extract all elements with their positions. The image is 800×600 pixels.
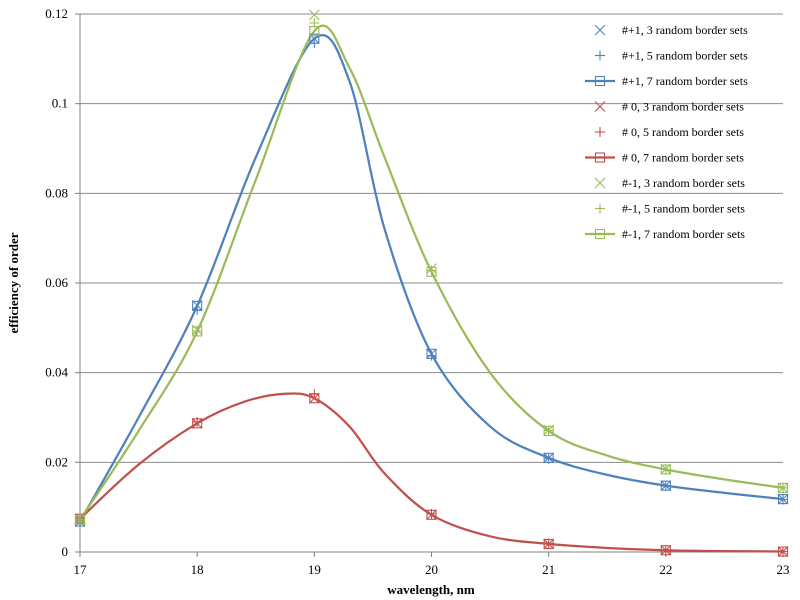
legend-marker (595, 50, 605, 61)
y-tick-label: 0.08 (45, 185, 68, 200)
data-point (192, 325, 203, 336)
data-point (778, 546, 788, 557)
data-point (192, 300, 203, 311)
tick-labels: 0 0.02 0.04 0.06 0.08 0.1 0.12 17 18 19 20 21 22 23 (45, 6, 789, 577)
data-point (543, 425, 554, 436)
axes (75, 13, 784, 557)
x-tick-label: 20 (425, 562, 438, 577)
legend: #+1, 3 random border sets #+1, 5 random b… (585, 23, 748, 241)
legend-marker (595, 127, 605, 137)
legend-marker (594, 228, 606, 240)
data-point (777, 482, 789, 493)
data-point (308, 9, 320, 21)
y-tick-label: 0.12 (45, 6, 68, 21)
data-point (426, 350, 437, 361)
legend-marker (595, 203, 605, 214)
data-point (309, 393, 320, 404)
x-tick-label: 19 (308, 562, 321, 577)
data-point (660, 464, 671, 475)
data-point (74, 514, 86, 525)
legend-label: #-1, 5 random border sets (622, 202, 745, 216)
x-tick-label: 18 (191, 562, 204, 577)
data-point (660, 545, 671, 556)
data-point (660, 480, 671, 491)
data-point (309, 33, 320, 44)
y-axis-title: efficiency of order (6, 232, 21, 333)
legend-label: #-1, 7 random border sets (622, 227, 745, 241)
data-point (543, 425, 554, 437)
data-point (543, 538, 554, 549)
legend-marker (594, 177, 606, 189)
data-point (543, 452, 554, 463)
y-tick-label: 0.1 (52, 96, 68, 111)
legend-marker (594, 152, 606, 163)
data-point (75, 514, 85, 525)
x-tick-label: 21 (542, 562, 555, 577)
legend-label: # 0, 7 random border sets (622, 151, 744, 165)
x-tick-label: 17 (74, 562, 88, 577)
legend-label: # 0, 3 random border sets (622, 100, 744, 114)
y-tick-label: 0.06 (45, 275, 68, 290)
legend-marker (594, 101, 606, 112)
legend-label: # 0, 5 random border sets (622, 125, 744, 139)
y-tick-label: 0.04 (45, 365, 68, 380)
legend-marker (594, 75, 606, 87)
x-tick-label: 22 (659, 562, 672, 577)
legend-label: #+1, 5 random border sets (622, 49, 748, 63)
data-point (777, 546, 789, 557)
data-point (426, 509, 437, 520)
data-point (778, 494, 788, 505)
data-point (777, 494, 789, 505)
data-point (778, 482, 788, 493)
legend-label: #+1, 7 random border sets (622, 74, 748, 88)
legend-label: #-1, 3 random border sets (622, 176, 745, 190)
data-point (426, 348, 437, 359)
x-axis-title: wavelength, nm (387, 582, 475, 597)
legend-marker (594, 24, 606, 36)
data-markers (74, 9, 789, 557)
data-point (660, 481, 671, 492)
data-point (192, 326, 203, 337)
data-point (192, 418, 203, 429)
data-point (426, 266, 437, 277)
data-point (660, 545, 671, 556)
y-tick-label: 0.02 (45, 454, 68, 469)
data-point (543, 538, 554, 549)
data-point (309, 25, 320, 37)
data-point (660, 464, 671, 475)
grid-lines (80, 13, 783, 463)
y-tick-label: 0 (62, 544, 69, 559)
x-tick-label: 23 (777, 562, 790, 577)
legend-label: #+1, 3 random border sets (622, 23, 748, 37)
